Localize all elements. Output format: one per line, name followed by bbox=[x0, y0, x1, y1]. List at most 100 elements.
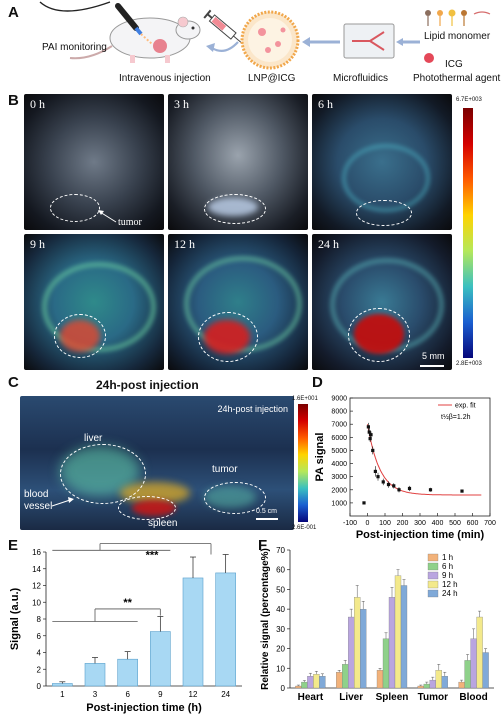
panel-label-b: B bbox=[8, 92, 19, 109]
legend-swatch bbox=[427, 562, 439, 571]
y-tick-label: 40 bbox=[276, 605, 285, 614]
bar bbox=[295, 685, 302, 689]
x-tick-label: Heart bbox=[298, 692, 324, 703]
bar bbox=[417, 685, 424, 689]
panel-label-a: A bbox=[8, 4, 19, 21]
y-tick-label: 6000 bbox=[331, 435, 347, 442]
chart-pa-signal-decay: 100020003000400050006000700080009000-100… bbox=[314, 396, 496, 542]
bar bbox=[464, 660, 471, 689]
panel-c-inner-title: 24h-post injection bbox=[217, 404, 288, 414]
bar bbox=[336, 672, 343, 689]
bar bbox=[182, 577, 204, 687]
scale-bar-label-c: 0.5 cm bbox=[256, 508, 278, 515]
x-tick-label: Liver bbox=[339, 692, 363, 703]
y-tick-label: 20 bbox=[276, 645, 285, 654]
data-point bbox=[367, 430, 371, 434]
y-tick-label: 70 bbox=[276, 546, 285, 555]
bar bbox=[307, 676, 314, 689]
y-tick-label: 12 bbox=[32, 582, 41, 591]
data-point bbox=[407, 486, 412, 491]
data-point bbox=[460, 489, 464, 493]
x-tick-label: 1 bbox=[60, 690, 65, 699]
x-tick-label: -100 bbox=[343, 520, 357, 527]
blood-vessel-label-1: blood bbox=[24, 489, 49, 500]
lnp-icon bbox=[240, 10, 300, 70]
y-axis-label: Signal (a.u.) bbox=[9, 587, 21, 650]
bar bbox=[476, 616, 483, 689]
colorbar-c-max: 1.6E+001 bbox=[292, 396, 318, 402]
bar bbox=[423, 683, 430, 689]
bar bbox=[470, 638, 477, 689]
y-tick-label: 4 bbox=[37, 649, 42, 658]
liver-label: liver bbox=[84, 433, 103, 444]
legend-swatch bbox=[427, 571, 439, 580]
y-tick-label: 8000 bbox=[331, 409, 347, 416]
legend-label: 12 h bbox=[442, 580, 458, 589]
legend-fit-label: exp. fit bbox=[455, 403, 476, 410]
data-point bbox=[386, 482, 391, 487]
x-tick-label: Tumor bbox=[418, 692, 448, 703]
data-point bbox=[371, 448, 375, 453]
y-tick-label: 2 bbox=[37, 665, 42, 674]
pa-image-3h: 3 h bbox=[168, 94, 308, 230]
y-tick-label: 3000 bbox=[331, 474, 347, 481]
data-point bbox=[428, 488, 433, 492]
x-tick-label: 300 bbox=[414, 520, 426, 527]
x-tick-label: 400 bbox=[432, 520, 444, 527]
bar bbox=[319, 676, 326, 689]
time-label: 24 h bbox=[318, 237, 339, 251]
bar bbox=[301, 681, 308, 689]
data-point bbox=[368, 437, 372, 441]
y-axis-label: PA signal bbox=[314, 433, 326, 482]
y-tick-label: 0 bbox=[281, 684, 286, 693]
bar bbox=[482, 652, 489, 689]
bar bbox=[354, 597, 361, 689]
colorbar-c-min: 2.6E-001 bbox=[292, 525, 317, 531]
x-tick-label: 200 bbox=[397, 520, 409, 527]
panel-label-e: E bbox=[8, 537, 19, 554]
legend-half-life: t½β=1.2h bbox=[441, 413, 471, 421]
x-tick-label: 600 bbox=[467, 520, 479, 527]
legend-label: 6 h bbox=[442, 562, 453, 571]
x-tick-label: 0 bbox=[366, 520, 370, 527]
data-point bbox=[392, 484, 396, 488]
syringe-icon bbox=[203, 9, 243, 45]
y-tick-label: 6 bbox=[37, 632, 42, 641]
panel-c-title: 24h-post injection bbox=[96, 378, 199, 392]
data-point bbox=[362, 501, 366, 505]
y-tick-label: 16 bbox=[32, 548, 41, 557]
x-axis-label: Post-injection time (h) bbox=[86, 702, 202, 714]
panel-label-d: D bbox=[312, 374, 323, 391]
sig-label-high: *** bbox=[146, 550, 160, 562]
arrow-lnp-to-mouse bbox=[211, 41, 239, 53]
blood-vessel-label-2: vessel bbox=[24, 501, 53, 512]
x-tick-label: 12 bbox=[189, 690, 198, 699]
x-tick-label: Spleen bbox=[376, 692, 409, 703]
legend-label: 1 h bbox=[442, 553, 453, 562]
x-axis-label: Post-injection time (min) bbox=[356, 529, 485, 541]
bar bbox=[382, 638, 390, 689]
icg-label: ICG bbox=[445, 59, 463, 70]
mouse-icon bbox=[69, 16, 201, 63]
time-label: 6 h bbox=[318, 97, 333, 111]
bar bbox=[84, 663, 106, 687]
x-tick-label: 6 bbox=[125, 690, 130, 699]
legend-label: 9 h bbox=[442, 571, 453, 580]
x-tick-label: 100 bbox=[379, 520, 391, 527]
fit-curve bbox=[367, 424, 482, 496]
microfluidics-label: Microfluidics bbox=[333, 73, 389, 84]
y-tick-label: 30 bbox=[276, 625, 285, 634]
y-tick-label: 0 bbox=[37, 682, 42, 691]
microfluidic-chip-icon bbox=[343, 23, 395, 59]
x-tick-label: 700 bbox=[484, 520, 496, 527]
tumor-label-c: tumor bbox=[212, 464, 238, 475]
bar bbox=[360, 608, 367, 689]
lnp-icg-label: LNP@ICG bbox=[248, 73, 296, 84]
bar bbox=[435, 670, 442, 689]
icg-dot-icon bbox=[424, 53, 434, 63]
bar bbox=[458, 681, 465, 689]
pa-image-12h: 12 h bbox=[168, 234, 308, 370]
data-point bbox=[376, 475, 380, 479]
bar bbox=[394, 575, 402, 689]
tumor-label: tumor bbox=[118, 217, 142, 228]
